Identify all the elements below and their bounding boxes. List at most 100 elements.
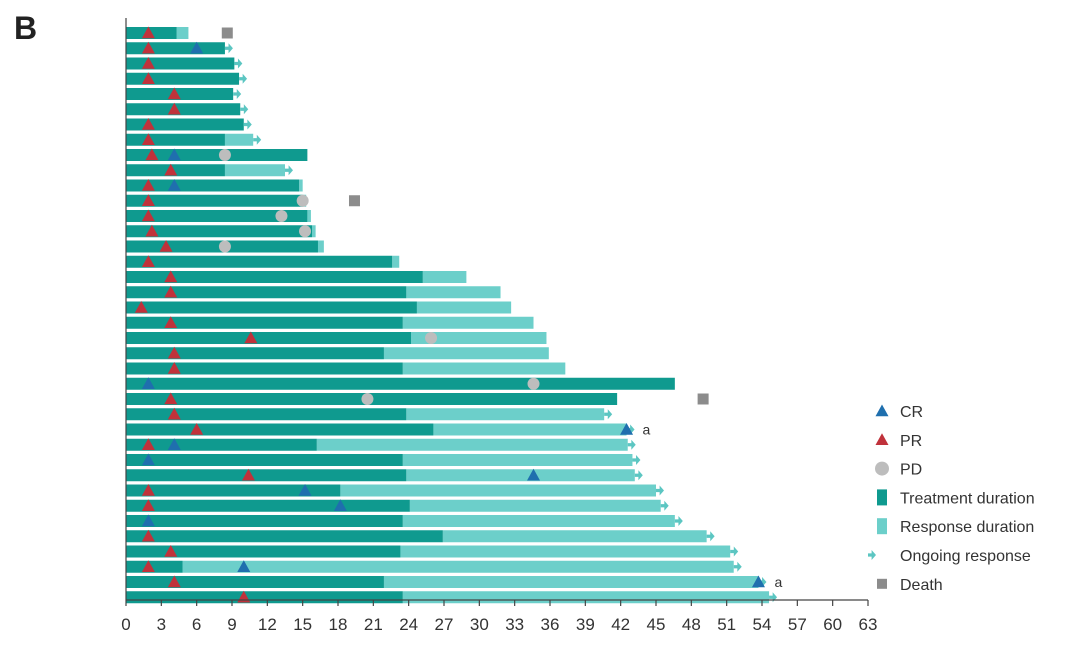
treatment-bar — [126, 88, 234, 100]
ongoing-response-arrow — [240, 104, 249, 115]
x-tick-label: 54 — [753, 615, 772, 634]
treatment-bar — [126, 484, 341, 497]
pr-marker — [167, 575, 181, 588]
response-bar — [224, 164, 285, 177]
pd-marker — [218, 149, 231, 161]
pd-marker — [527, 377, 540, 390]
pr-marker — [159, 240, 173, 252]
x-tick-label: 57 — [788, 615, 807, 634]
footnote-label: a — [643, 422, 651, 438]
treatment-bar — [126, 560, 183, 573]
treatment-bar — [126, 347, 384, 360]
treatment-bar — [126, 332, 412, 344]
pr-marker — [141, 26, 155, 39]
treatment-bar — [126, 454, 403, 466]
pr-marker — [244, 331, 258, 344]
response-bar — [406, 408, 605, 421]
bars-layer — [126, 27, 770, 604]
pr-marker — [141, 118, 155, 130]
cr-marker — [141, 453, 155, 466]
ongoing-response-arrow — [253, 134, 262, 145]
treatment-bar — [126, 316, 403, 329]
ongoing-response-arrow — [674, 516, 683, 526]
pr-marker — [145, 224, 159, 237]
treatment-bar — [126, 499, 410, 512]
response-bar — [409, 499, 661, 512]
pr-marker — [141, 438, 155, 450]
treatment-bar — [126, 164, 225, 177]
cr-marker — [751, 575, 765, 588]
x-tick-label: 21 — [364, 615, 383, 634]
pr-marker — [190, 423, 204, 435]
treatment-bar — [126, 515, 403, 527]
treatment-bar — [126, 225, 313, 238]
treatment-bar — [126, 408, 407, 421]
legend-label: Response duration — [900, 519, 1034, 536]
x-tick-label: 42 — [611, 615, 630, 634]
response-bar — [402, 515, 675, 527]
ongoing-response-arrow — [706, 531, 715, 542]
pr-marker — [167, 362, 181, 374]
x-tick-label: 30 — [470, 615, 489, 634]
pr-marker — [141, 194, 155, 206]
legend: CR PR PD Treatment duration Response duratio… — [868, 404, 1035, 594]
pd-marker — [425, 332, 438, 344]
pd-marker — [296, 194, 309, 207]
pr-marker — [141, 179, 155, 191]
cr-marker — [167, 148, 181, 161]
ongoing-response-arrow — [627, 439, 636, 450]
ongoing-response-arrow — [233, 89, 242, 99]
pr-marker — [141, 41, 155, 54]
x-tick-label: 45 — [647, 615, 666, 634]
x-tick-label: 9 — [227, 615, 236, 634]
x-axis: 0 3 6 9 12 15 18 21 24 27 30 33 36 39 42 45 48 51 54 57 60 63 — [121, 18, 877, 634]
ongoing-response-arrow — [285, 165, 293, 176]
response-bar — [402, 316, 534, 329]
ongoing-response-arrow — [604, 409, 613, 420]
response-bar — [433, 423, 627, 436]
pr-marker — [164, 392, 178, 405]
treatment-bar — [126, 301, 417, 314]
legend-pd-icon — [875, 461, 889, 476]
footnote-label: a — [774, 574, 782, 590]
x-tick-label: 0 — [121, 615, 130, 634]
response-bar — [176, 27, 189, 39]
response-bar — [406, 469, 635, 482]
ongoing-response-arrow — [769, 592, 778, 603]
pr-marker — [145, 148, 159, 161]
x-tick-label: 3 — [157, 615, 166, 634]
treatment-bar — [126, 194, 303, 207]
legend-pr-icon — [875, 433, 889, 445]
legend-label: Ongoing response — [900, 548, 1031, 565]
pr-marker — [141, 484, 155, 496]
death-marker — [348, 195, 360, 207]
pd-marker — [361, 393, 374, 405]
ongoing-response-arrow — [758, 577, 767, 587]
cr-marker — [141, 377, 155, 389]
pr-marker — [241, 468, 255, 481]
legend-label: PD — [900, 462, 922, 479]
response-bar — [299, 179, 303, 192]
pd-marker — [275, 210, 288, 222]
treatment-bar — [126, 545, 401, 558]
x-tick-label: 27 — [435, 615, 454, 634]
pr-marker — [141, 255, 155, 267]
response-bar — [383, 576, 759, 588]
treatment-bar — [126, 57, 235, 70]
cr-marker — [167, 179, 181, 191]
response-bar — [402, 362, 566, 375]
legend-label: Death — [900, 577, 943, 594]
cr-marker — [333, 499, 347, 511]
ongoing-response-arrow — [730, 546, 739, 557]
response-bar — [416, 301, 512, 314]
treatment-bar — [126, 469, 407, 482]
cr-marker — [190, 41, 204, 54]
treatment-bar — [126, 42, 225, 55]
treatment-bar — [126, 377, 675, 390]
pr-marker — [141, 560, 155, 572]
death-marker — [697, 393, 709, 405]
pr-marker — [134, 301, 148, 313]
response-bar — [224, 133, 254, 146]
cr-marker — [167, 438, 181, 450]
